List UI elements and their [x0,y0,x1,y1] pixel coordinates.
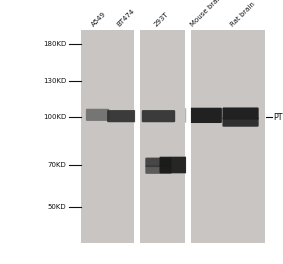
Text: A549: A549 [91,11,108,28]
FancyBboxPatch shape [222,107,259,120]
FancyBboxPatch shape [186,108,222,123]
Text: 100KD: 100KD [43,115,67,120]
Bar [140,30,185,243]
Text: Rat brain: Rat brain [229,1,256,28]
Text: 293T: 293T [153,11,170,28]
FancyBboxPatch shape [142,110,175,122]
FancyBboxPatch shape [222,117,259,127]
FancyBboxPatch shape [86,109,109,121]
Bar [81,30,134,243]
Text: 70KD: 70KD [48,162,67,168]
FancyBboxPatch shape [145,158,171,167]
FancyBboxPatch shape [107,110,136,122]
FancyBboxPatch shape [160,157,188,173]
Text: Mouse brain: Mouse brain [190,0,224,28]
Text: BT474: BT474 [116,8,136,28]
Bar [191,30,265,243]
Text: 130KD: 130KD [43,78,67,83]
FancyBboxPatch shape [145,165,171,174]
Text: 50KD: 50KD [48,204,67,210]
Text: PTPN3: PTPN3 [273,113,283,122]
Text: 180KD: 180KD [43,41,67,46]
